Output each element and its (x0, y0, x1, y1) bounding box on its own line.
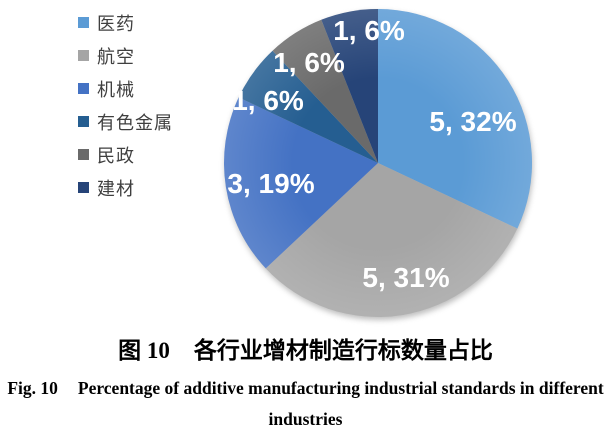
caption-english-text: Percentage of additive manufacturing ind… (77, 378, 604, 429)
legend-item-civil-affairs: 民政 (78, 138, 173, 171)
legend-swatch-nonferrous-metals (78, 116, 89, 127)
legend-label-civil-affairs: 民政 (97, 145, 135, 166)
legend-item-nonferrous-metals: 有色金属 (78, 105, 173, 138)
caption-chinese: 图 10 各行业增材制造行标数量占比 (0, 331, 611, 365)
chart-legend: 医药 航空 机械 有色金属 民政 建材 (78, 6, 173, 204)
legend-swatch-machinery (78, 83, 89, 94)
legend-label-aviation: 航空 (97, 46, 135, 67)
slice-label-building-materials: 1, 6% (333, 15, 405, 46)
legend-swatch-building-materials (78, 182, 89, 193)
caption-english-number: Fig. 10 (7, 378, 58, 398)
legend-item-aviation: 航空 (78, 39, 173, 72)
legend-item-medicine: 医药 (78, 6, 173, 39)
legend-label-building-materials: 建材 (97, 178, 135, 199)
legend-label-machinery: 机械 (97, 79, 135, 100)
caption-chinese-text: 各行业增材制造行标数量占比 (193, 338, 493, 363)
legend-swatch-medicine (78, 17, 89, 28)
legend-item-building-materials: 建材 (78, 171, 173, 204)
caption-english: Fig. 10 Percentage of additive manufactur… (4, 373, 607, 435)
legend-label-nonferrous-metals: 有色金属 (97, 112, 173, 133)
legend-label-medicine: 医药 (97, 13, 135, 34)
pie-gloss-overlay (224, 9, 532, 317)
slice-label-nonferrous-metals: 1, 6% (232, 85, 304, 116)
legend-item-machinery: 机械 (78, 72, 173, 105)
caption-chinese-number: 图 10 (118, 338, 170, 363)
slice-label-aviation: 5, 31% (362, 262, 450, 293)
legend-swatch-aviation (78, 50, 89, 61)
pie-chart (224, 9, 532, 317)
legend-swatch-civil-affairs (78, 149, 89, 160)
slice-label-civil-affairs: 1, 6% (273, 47, 345, 78)
slice-label-medicine: 5, 32% (429, 106, 517, 137)
slice-label-machinery: 3, 19% (227, 168, 315, 199)
